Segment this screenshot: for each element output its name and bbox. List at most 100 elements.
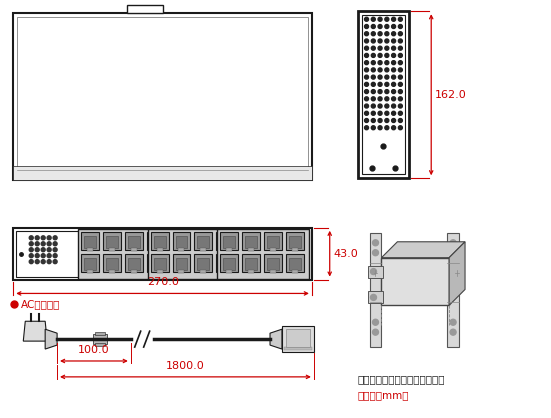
Bar xyxy=(106,257,118,270)
Bar xyxy=(150,257,161,270)
Circle shape xyxy=(378,75,382,79)
Circle shape xyxy=(398,68,402,72)
Circle shape xyxy=(398,82,402,87)
Circle shape xyxy=(365,17,369,21)
Circle shape xyxy=(398,119,402,122)
Circle shape xyxy=(47,260,51,264)
Bar xyxy=(147,232,165,250)
Circle shape xyxy=(41,242,45,246)
Bar xyxy=(226,248,232,251)
Circle shape xyxy=(392,68,396,72)
Circle shape xyxy=(41,248,45,252)
Circle shape xyxy=(378,104,382,108)
Circle shape xyxy=(385,61,389,65)
Circle shape xyxy=(392,75,396,79)
Bar xyxy=(222,248,228,251)
Bar xyxy=(284,347,312,350)
Bar xyxy=(150,254,169,272)
Bar xyxy=(219,236,231,248)
Bar xyxy=(103,254,121,272)
Text: 162.0: 162.0 xyxy=(435,90,467,100)
Bar xyxy=(176,236,187,248)
Circle shape xyxy=(47,248,51,252)
Circle shape xyxy=(398,104,402,108)
Circle shape xyxy=(398,126,402,130)
Circle shape xyxy=(385,89,389,94)
Circle shape xyxy=(392,111,396,115)
Bar xyxy=(103,232,121,250)
Circle shape xyxy=(378,89,382,94)
Bar xyxy=(125,254,143,272)
Circle shape xyxy=(398,75,402,79)
Circle shape xyxy=(35,248,39,252)
Circle shape xyxy=(371,25,375,28)
Circle shape xyxy=(371,61,375,65)
Bar xyxy=(286,254,304,272)
Circle shape xyxy=(371,111,375,115)
Circle shape xyxy=(365,61,369,65)
Circle shape xyxy=(398,32,402,36)
Text: 270.0: 270.0 xyxy=(147,278,179,288)
Bar xyxy=(270,270,276,273)
Bar xyxy=(150,236,161,248)
Circle shape xyxy=(385,82,389,87)
Circle shape xyxy=(392,97,396,101)
Bar xyxy=(223,236,235,248)
Circle shape xyxy=(385,68,389,72)
Circle shape xyxy=(29,236,33,240)
Bar xyxy=(223,257,235,270)
Circle shape xyxy=(29,242,33,246)
Bar xyxy=(248,270,254,273)
Text: ACケーブル: ACケーブル xyxy=(21,299,61,309)
Circle shape xyxy=(35,236,39,240)
Bar xyxy=(128,257,140,270)
Circle shape xyxy=(385,75,389,79)
Circle shape xyxy=(371,82,375,87)
Circle shape xyxy=(372,250,379,256)
Circle shape xyxy=(35,242,39,246)
Bar xyxy=(153,270,159,273)
Bar xyxy=(222,270,228,273)
Circle shape xyxy=(370,294,376,301)
Circle shape xyxy=(385,32,389,36)
Bar xyxy=(13,13,312,180)
Circle shape xyxy=(392,39,396,43)
Bar xyxy=(81,254,99,272)
Text: ラックマウントアダプター付き: ラックマウントアダプター付き xyxy=(358,374,445,384)
Circle shape xyxy=(398,61,402,65)
Bar xyxy=(292,270,298,273)
Bar xyxy=(267,236,279,248)
Circle shape xyxy=(47,242,51,246)
Circle shape xyxy=(392,89,396,94)
Circle shape xyxy=(53,236,57,240)
Bar xyxy=(370,233,381,347)
Bar xyxy=(78,229,170,278)
Circle shape xyxy=(392,46,396,50)
Bar xyxy=(217,254,234,272)
Bar xyxy=(13,166,312,180)
Bar xyxy=(361,15,406,174)
Bar xyxy=(447,233,459,347)
Bar xyxy=(220,254,238,272)
Bar xyxy=(292,248,298,251)
Circle shape xyxy=(398,111,402,115)
Circle shape xyxy=(29,260,33,264)
Circle shape xyxy=(365,126,369,130)
Circle shape xyxy=(392,119,396,122)
Circle shape xyxy=(41,236,45,240)
Circle shape xyxy=(371,54,375,57)
Text: 43.0: 43.0 xyxy=(334,249,359,259)
Circle shape xyxy=(398,17,402,21)
Bar xyxy=(128,236,140,248)
Circle shape xyxy=(53,248,57,252)
Circle shape xyxy=(372,240,379,246)
Circle shape xyxy=(365,25,369,28)
Circle shape xyxy=(29,254,33,257)
Circle shape xyxy=(53,260,57,264)
Circle shape xyxy=(371,126,375,130)
Bar xyxy=(195,232,212,250)
Circle shape xyxy=(372,329,379,335)
Circle shape xyxy=(365,104,369,108)
Circle shape xyxy=(371,119,375,122)
Bar xyxy=(87,248,93,251)
